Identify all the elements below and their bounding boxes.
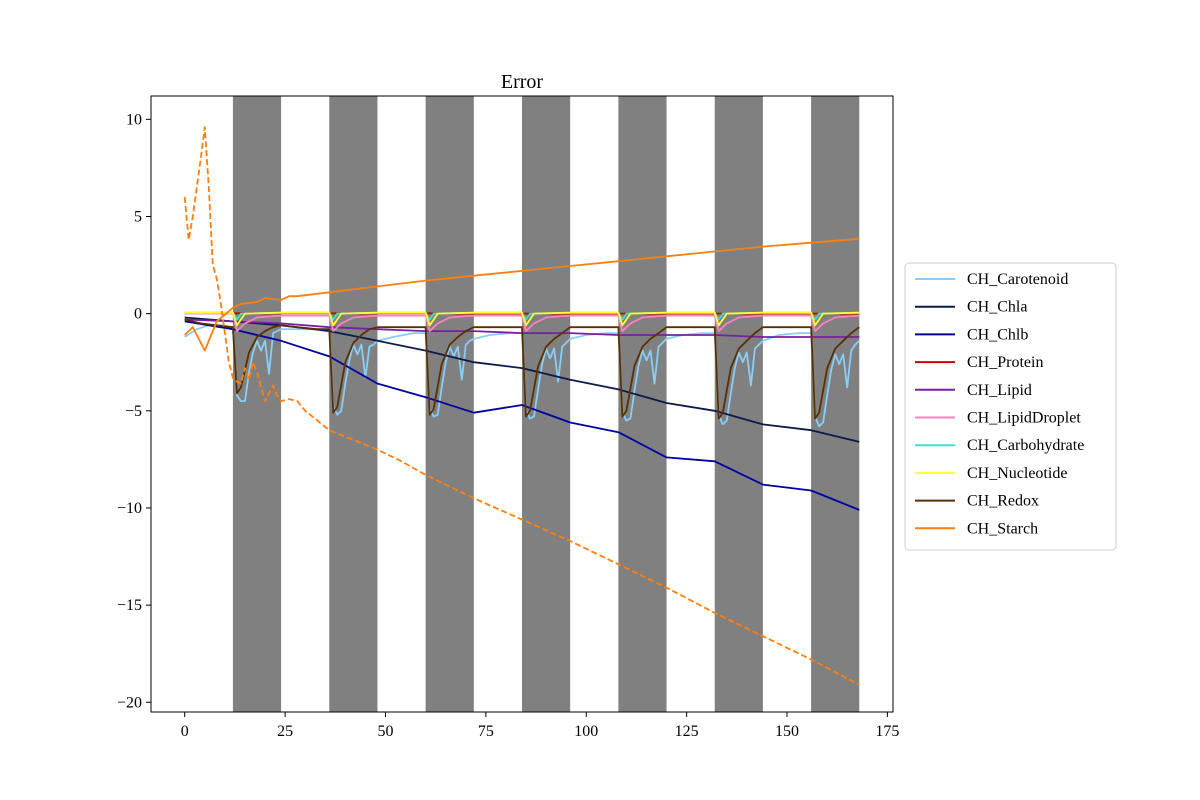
- series-line-ch-nucleotide: [184, 311, 860, 327]
- dark-period-3: [425, 96, 474, 712]
- y-axis: −20 −15 −10 −5 0 5 10: [117, 111, 151, 711]
- legend-box: [904, 262, 1117, 551]
- legend-label: CH_Nucleotide: [967, 465, 1067, 482]
- dark-period-shading: [232, 96, 860, 712]
- x-tick-label: 75: [478, 723, 494, 740]
- series-line-ch-lipiddroplet: [184, 312, 860, 333]
- series-lines: [183, 126, 860, 686]
- plot-frame: [150, 95, 894, 713]
- x-tick-label: 25: [277, 723, 293, 740]
- y-tick-label: −10: [117, 500, 142, 517]
- x-tick-label: 100: [574, 723, 598, 740]
- legend-label: CH_Starch: [967, 520, 1038, 537]
- y-tick-label: −15: [117, 597, 142, 614]
- x-tick-label: 175: [875, 723, 899, 740]
- series-line-dashed-10: [183, 126, 860, 686]
- legend-label: CH_Chlb: [967, 326, 1028, 343]
- x-tick-label: 125: [675, 723, 699, 740]
- legend-label: CH_Carotenoid: [967, 271, 1068, 288]
- dark-period-5: [618, 96, 667, 712]
- legend-label: CH_Redox: [967, 493, 1039, 510]
- dark-period-7: [811, 96, 860, 712]
- y-tick-label: −20: [117, 694, 142, 711]
- dark-period-4: [522, 96, 571, 712]
- x-tick-label: 0: [181, 723, 189, 740]
- y-tick-label: 0: [134, 306, 142, 323]
- series-line-ch-chlb: [184, 320, 860, 511]
- series-line-ch-starch: [184, 237, 860, 352]
- legend-label: CH_LipidDroplet: [967, 410, 1081, 427]
- y-tick-label: 10: [126, 111, 142, 128]
- legend-label: CH_Carbohydrate: [967, 437, 1084, 454]
- x-tick-label: 50: [377, 723, 393, 740]
- dark-period-6: [714, 96, 763, 712]
- y-tick-label: −5: [125, 403, 142, 420]
- chart-title: Error: [501, 71, 544, 93]
- x-axis: 0 25 50 75 100 125 150 175: [181, 712, 899, 740]
- legend: CH_Carotenoid CH_Chla CH_Chlb CH_Protein CH_…: [904, 262, 1117, 551]
- dark-period-2: [329, 96, 378, 712]
- dark-period-1: [232, 96, 282, 712]
- legend-label: CH_Chla: [967, 299, 1027, 316]
- legend-label: CH_Lipid: [967, 382, 1032, 399]
- x-tick-label: 150: [775, 723, 799, 740]
- y-tick-label: 5: [134, 208, 142, 225]
- series-line-ch-redox: [184, 318, 860, 420]
- legend-label: CH_Protein: [967, 354, 1043, 371]
